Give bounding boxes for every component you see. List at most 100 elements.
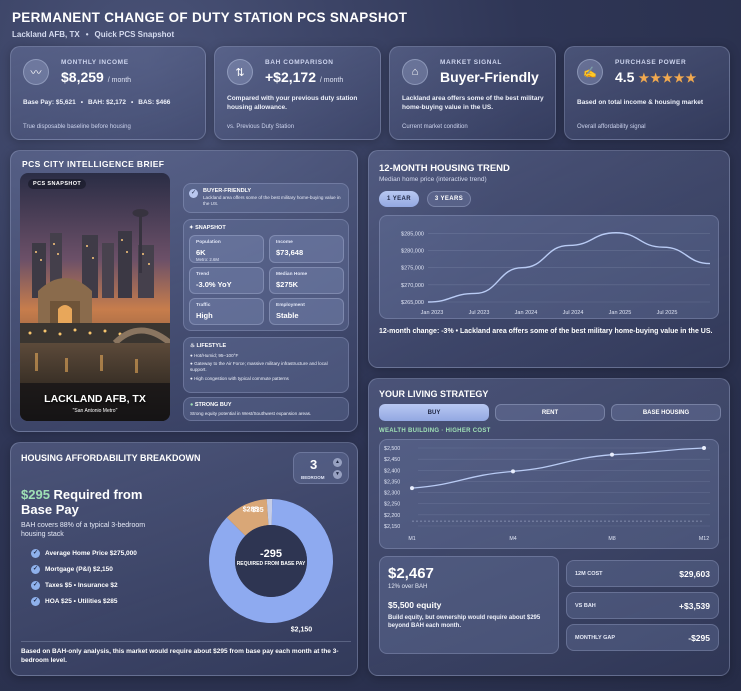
x-tick-label: Jan 2025 (609, 310, 632, 316)
kpi-label: MONTHLY INCOME (61, 59, 129, 66)
stat-traffic: Traffic High (189, 298, 264, 325)
check-icon: ✓ (31, 597, 40, 606)
city-photo: PCS SNAPSHOT LACKLAND AFB, TX "San Anton… (20, 173, 170, 421)
data-point (702, 446, 706, 450)
strategy-title: YOUR LIVING STRATEGY (379, 389, 489, 399)
snapshot-box: ✦ SNAPSHOT Population 6K Metro: 2.6M Inc… (183, 219, 349, 331)
y-tick-label: $2,400 (384, 468, 400, 474)
kpi-card-income[interactable]: 〰 MONTHLY INCOME $8,259 / month Base Pay… (10, 46, 206, 140)
check-icon: ✓ (31, 549, 40, 558)
afford-foot: Based on BAH-only analysis, this market … (21, 648, 339, 665)
tab-buy[interactable]: BUY (379, 404, 489, 421)
y-tick-label: $2,500 (384, 446, 400, 452)
x-tick-label: M12 (699, 536, 709, 542)
donut-slice (266, 499, 273, 526)
snapshot-label: Quick PCS Snapshot (94, 30, 175, 39)
bedroom-count: 3 (310, 457, 318, 472)
page-title: PERMANENT CHANGE OF DUTY STATION PCS SNA… (12, 10, 408, 25)
lifestyle-list: ● Hot/Humid; 95–100°F ● Gateway to the A… (190, 353, 340, 382)
donut-center: -295 REQUIRED FROM BASE PAY (236, 548, 306, 567)
stat-median-home: Median Home $275K (269, 267, 344, 294)
stat-trend: Trend -3.0% YoY (189, 267, 264, 294)
strategy-big-value: $2,467 (388, 565, 434, 582)
trend-title: 12-MONTH HOUSING TREND (379, 163, 510, 174)
range-1-year-button[interactable]: 1 YEAR (379, 191, 419, 207)
strong-buy-text: Strong equity potential in West/Southwes… (190, 411, 312, 416)
afford-headline: $295 Required from Base Pay (21, 487, 143, 517)
trend-subtitle: Median home price (interactive trend) (379, 176, 487, 183)
donut-center-value: -295 (259, 548, 283, 560)
donut-slice-label: $285 (243, 506, 259, 513)
x-tick-label: M1 (408, 536, 415, 542)
lifestyle-item: ● High congestion with typical commute p… (190, 375, 289, 381)
affordability-panel: HOUSING AFFORDABILITY BREAKDOWN 3 BEDROO… (10, 442, 358, 676)
kpi-label: MARKET SIGNAL (440, 59, 502, 66)
tab-base-housing[interactable]: BASE HOUSING (611, 404, 721, 421)
star-rating: ★★★★★ (638, 71, 698, 85)
location-label: Lackland AFB, TX (12, 30, 80, 39)
kpi-card-bah[interactable]: ⇅ BAH COMPARISON +$2,172 / month Compare… (214, 46, 381, 140)
check-icon: ✓ (31, 581, 40, 590)
kpi-label: BAH COMPARISON (265, 59, 334, 66)
house-icon: ⌂ (402, 59, 428, 85)
strategy-big-sub: 12% over BAH (388, 584, 428, 590)
y-tick-label: $2,150 (384, 524, 400, 530)
y-tick-label: $280,000 (401, 249, 424, 255)
strategy-equity: $5,500 equity (388, 600, 442, 610)
photo-metro: "San Antonio Metro" (72, 408, 118, 414)
san-antonio-skyline-image (20, 173, 170, 421)
kpi-foot: True disposable baseline before housing (23, 124, 131, 130)
kpi-value: $8,259 / month (61, 69, 132, 85)
photo-city-name: LACKLAND AFB, TX (44, 393, 146, 405)
trend-line-chart[interactable]: $265,000 $270,000 $275,000 $280,000 $285,000… (380, 216, 720, 320)
kpi-foot: Overall affordability signal (577, 124, 646, 130)
y-tick-label: $2,450 (384, 457, 400, 463)
kpi-desc: Lackland area offers some of the best mi… (402, 95, 544, 111)
kpi-card-market[interactable]: ⌂ MARKET SIGNAL Buyer-Friendly Lackland … (389, 46, 556, 140)
chevron-down-icon[interactable]: ▼ (333, 470, 342, 479)
trend-note: 12-month change: -3% • Lackland area off… (379, 328, 713, 335)
tab-rent[interactable]: RENT (495, 404, 605, 421)
strategy-equity-note: Build equity, but ownership would requir… (388, 615, 541, 630)
strong-buy-title: ● STRONG BUY (190, 402, 232, 408)
kpi-card-purchase-power[interactable]: ✍ PURCHASE POWER 4.5 ★★★★★ Based on total… (564, 46, 730, 140)
income-breakdown: Base Pay: $5,621 • BAH: $2,172 • BAS: $466 (23, 99, 171, 106)
buyer-friendly-box: ✓ BUYER-FRIENDLY Lackland area offers so… (183, 183, 349, 213)
chevron-up-icon[interactable]: ▲ (333, 458, 342, 467)
afford-item: ✓ Mortgage (P&I) $2,150 (31, 565, 113, 574)
data-point (410, 486, 414, 491)
divider (21, 641, 351, 642)
bedroom-selector[interactable]: 3 BEDROOM ▲ ▼ (293, 452, 349, 484)
afford-item: ✓ Taxes $5 • Insurance $2 (31, 581, 118, 590)
cost-row-12m: 12M COST $29,603 (566, 560, 719, 587)
living-strategy-panel: YOUR LIVING STRATEGY BUY RENT BASE HOUSI… (368, 378, 730, 676)
donut-slice (209, 499, 333, 623)
range-3-years-button[interactable]: 3 YEARS (427, 191, 471, 207)
arrows-icon: ⇅ (227, 59, 253, 85)
strategy-cost-chart[interactable]: $2,150 $2,200 $2,250 $2,300 $2,350 $2,400 $2,4… (380, 440, 720, 550)
strategy-chart-box: $2,150 $2,200 $2,250 $2,300 $2,350 $2,400 $2,4… (379, 439, 719, 549)
y-tick-label: $2,250 (384, 502, 400, 508)
stat-income: Income $73,648 (269, 235, 344, 263)
signal-label: BUYER-FRIENDLY (203, 188, 252, 194)
afford-item: ✓ Average Home Price $275,000 (31, 549, 137, 558)
housing-trend-panel: 12-MONTH HOUSING TREND Median home price… (368, 150, 730, 368)
afford-title: HOUSING AFFORDABILITY BREAKDOWN (21, 453, 201, 463)
x-tick-label: Jul 2024 (563, 310, 584, 316)
trend-chart-box: $265,000 $270,000 $275,000 $280,000 $285,000… (379, 215, 719, 319)
stat-employment: Employment Stable (269, 298, 344, 325)
city-brief-panel: PCS CITY INTELLIGENCE BRIEF (10, 150, 358, 432)
series-line (427, 232, 711, 303)
affordability-donut-chart[interactable]: $2,150 $285$35 (196, 486, 346, 636)
kpi-desc: Compared with your previous duty station… (227, 95, 358, 111)
section-title: PCS CITY INTELLIGENCE BRIEF (22, 159, 165, 169)
lifestyle-title: ♨ LIFESTYLE (190, 343, 227, 349)
signal-text: Lackland area offers some of the best mi… (203, 195, 341, 206)
bedroom-label: BEDROOM (301, 475, 325, 480)
y-tick-label: $275,000 (401, 266, 424, 272)
donut-hole (235, 525, 307, 597)
y-tick-label: $2,200 (384, 513, 400, 519)
kpi-value: Buyer-Friendly (440, 69, 539, 85)
donut-center-label: REQUIRED FROM BASE PAY (236, 561, 306, 567)
y-tick-label: $270,000 (401, 283, 424, 289)
